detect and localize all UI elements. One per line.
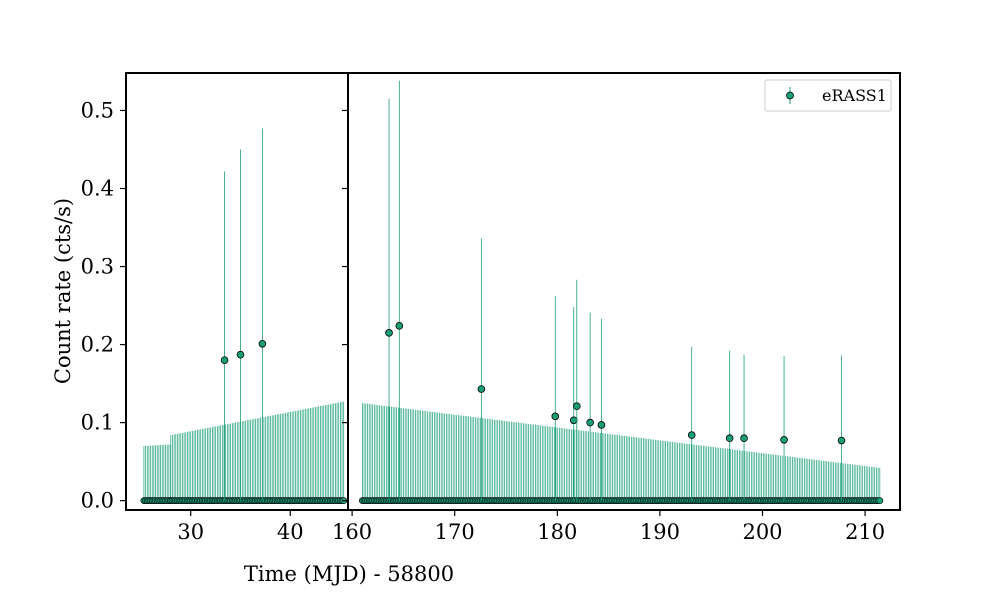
x-tick-label: 200 xyxy=(742,520,782,544)
legend-label: eRASS1 xyxy=(822,86,887,105)
legend: eRASS1 xyxy=(764,79,892,112)
detection-point xyxy=(573,402,581,411)
right-upper-limit-errorbars xyxy=(362,403,881,501)
detection-point xyxy=(395,322,404,330)
right-panel: 160 170 180 190 200 210 xyxy=(332,72,901,544)
left-detections xyxy=(220,128,267,501)
detection-point xyxy=(236,350,245,359)
x-tick-label: 160 xyxy=(332,520,372,544)
y-tick-label: 0.5 xyxy=(81,98,114,122)
right-axes-frame xyxy=(347,72,901,511)
detection-point xyxy=(569,416,578,425)
right-upper-limit-points xyxy=(358,497,884,505)
detection-point xyxy=(597,421,606,429)
x-tick-label: 210 xyxy=(845,520,885,544)
y-tick-label: 0.2 xyxy=(81,333,114,357)
x-tick-label: 30 xyxy=(177,520,204,544)
x-tick-label: 170 xyxy=(435,520,475,544)
x-axis-label: Time (MJD) - 58800 xyxy=(244,562,454,586)
y-tick-label: 0.3 xyxy=(81,255,114,279)
detection-point xyxy=(586,418,594,427)
detection-point xyxy=(258,339,267,348)
left-marks xyxy=(140,128,348,505)
detection-point xyxy=(385,329,393,337)
detection-point xyxy=(220,356,229,364)
y-tick-label: 0.1 xyxy=(81,411,114,435)
x-tick-label: 40 xyxy=(277,520,304,544)
y-tick-label: 0.4 xyxy=(81,176,114,200)
detection-point xyxy=(551,412,560,421)
right-detections xyxy=(385,80,846,501)
legend-marker xyxy=(786,91,794,100)
left-upper-limit-points xyxy=(140,497,348,505)
left-panel: 0.0 0.1 0.2 0.3 0.4 0.5 30 40 xyxy=(81,72,349,544)
detection-point xyxy=(780,435,788,444)
y-axis-label: Count rate (cts/s) xyxy=(51,198,75,384)
data-point xyxy=(876,497,884,505)
x-tick-label: 190 xyxy=(640,520,680,544)
detection-point xyxy=(687,431,696,439)
y-tick-label: 0.0 xyxy=(81,489,114,513)
legend-box xyxy=(764,79,892,112)
detection-point xyxy=(837,436,846,445)
x-tick-label: 180 xyxy=(537,520,577,544)
detection-point xyxy=(725,434,734,443)
detection-point xyxy=(740,434,748,443)
right-marks xyxy=(358,80,884,505)
detection-point xyxy=(477,385,486,393)
left-upper-limit-errorbars xyxy=(143,401,345,501)
